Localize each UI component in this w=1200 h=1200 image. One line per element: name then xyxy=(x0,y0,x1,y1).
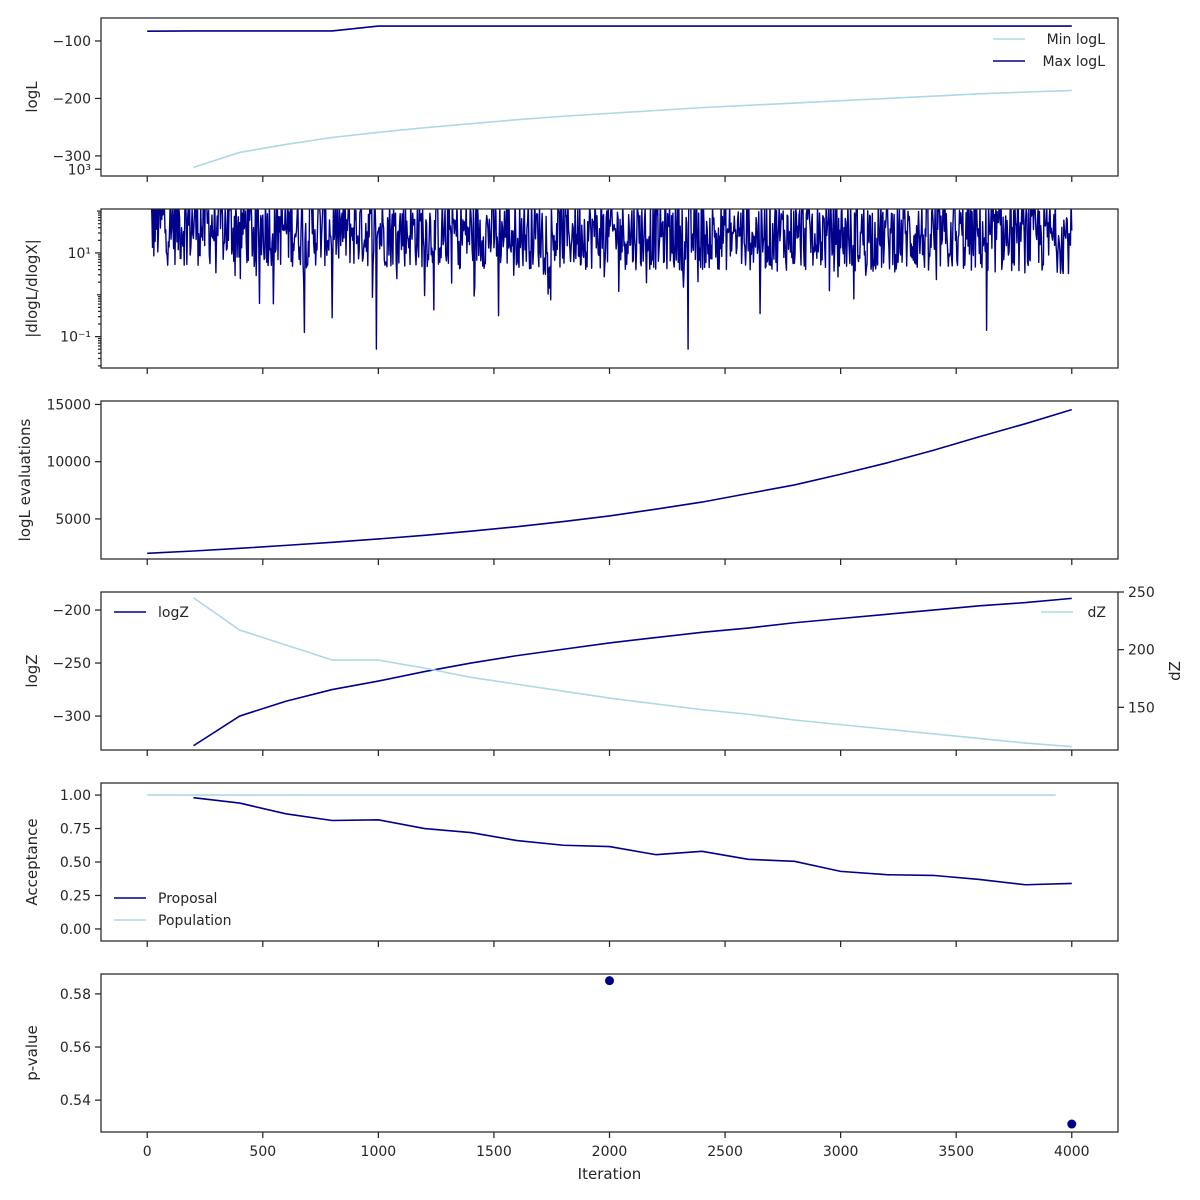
panel-1: −300 −200 −100 logL Min logL Max logL xyxy=(23,17,1119,182)
panel-6: 0 500 1000 1500 2000 2500 3000 3500 4000 0.54 0.56… xyxy=(23,973,1119,1183)
y-tick-label: −300 xyxy=(53,149,91,165)
y-right-tick-label: 200 xyxy=(1128,643,1155,659)
y-axis-title: |dlogL/dlogX| xyxy=(23,239,41,338)
legend-dz-label: dZ xyxy=(1088,605,1106,621)
y-tick-label: 10³ xyxy=(68,162,91,178)
x-tick-label-3000: 3000 xyxy=(823,1144,859,1160)
x-tick-label-1500: 1500 xyxy=(476,1144,512,1160)
y-tick-label: 10000 xyxy=(46,455,91,471)
x-tick-label-500: 500 xyxy=(249,1144,276,1160)
y-tick-label: −300 xyxy=(53,709,91,725)
x-tick-label-2000: 2000 xyxy=(592,1144,628,1160)
y-axis-title: p-value xyxy=(23,1025,41,1081)
x-tick-label-1000: 1000 xyxy=(361,1144,397,1160)
panel-4-frame xyxy=(100,591,1119,751)
y-tick-label: 0.75 xyxy=(60,822,91,838)
series-max-logl-line xyxy=(147,25,1072,33)
series-proposal-line xyxy=(193,796,1072,886)
y-right-tick-label: 250 xyxy=(1128,585,1155,601)
panel-5-plot xyxy=(147,794,1072,886)
panel-3-frame xyxy=(100,400,1119,560)
y-tick-label: −250 xyxy=(53,656,91,672)
y-tick-label: 0.00 xyxy=(60,922,91,938)
x-tick-label-0: 0 xyxy=(143,1144,152,1160)
y-tick-label: 0.50 xyxy=(60,855,91,871)
legend-proposal-label: Proposal xyxy=(158,891,217,907)
panel-6-frame xyxy=(100,973,1119,1133)
x-axis-title: Iteration xyxy=(578,1165,642,1183)
y-right-tick-label: 150 xyxy=(1128,700,1155,716)
y-tick-label: −200 xyxy=(53,603,91,619)
series-min-logl-line xyxy=(193,89,1072,169)
y-tick-label: 5000 xyxy=(55,512,91,528)
y-tick-label: −100 xyxy=(53,34,91,50)
x-tick-label-2500: 2500 xyxy=(707,1144,743,1160)
y-axis-title: logL xyxy=(23,81,41,113)
y-tick-label: 0.56 xyxy=(60,1040,91,1056)
y-tick-label: −200 xyxy=(53,91,91,107)
p-value-point-1 xyxy=(605,976,614,986)
panel-4: −300 −250 −200 150 200 250 dZ logZ logZ dZ xyxy=(23,585,1184,756)
y-tick-label: 1.00 xyxy=(60,788,91,804)
panel-2-plot xyxy=(150,209,1073,350)
y-tick-label: 0.54 xyxy=(60,1093,91,1109)
y-tick-label: 10⁻¹ xyxy=(60,330,91,346)
panel-3-plot xyxy=(147,408,1073,555)
series-logz-line xyxy=(193,597,1072,747)
y-tick-label: 10¹ xyxy=(68,246,91,262)
legend-max-logl-label: Max logL xyxy=(1042,54,1105,70)
series-3-0-line xyxy=(147,408,1073,555)
legend-logz-label: logZ xyxy=(158,605,189,621)
series-dlogl-dlogx-line xyxy=(150,209,1073,350)
panel-1-plot xyxy=(147,25,1072,169)
panel-4-plot xyxy=(192,597,1072,748)
panel-6-plot xyxy=(605,976,1077,1129)
panel-5: 0.00 0.25 0.50 0.75 1.00 Acceptance Proposal Po… xyxy=(23,782,1119,947)
legend-population-label: Population xyxy=(158,913,232,929)
y-tick-label: 0.25 xyxy=(60,888,91,904)
x-tick-label-4000: 4000 xyxy=(1054,1144,1090,1160)
p-value-point-2 xyxy=(1067,1119,1077,1129)
legend-min-logl-label: Min logL xyxy=(1047,32,1106,48)
panel-3: 5000 10000 15000 logL evaluations xyxy=(16,397,1119,565)
y-axis-title: logZ xyxy=(23,654,41,687)
y-tick-label: 15000 xyxy=(46,397,91,413)
y-axis-title-right: dZ xyxy=(1166,661,1184,681)
y-tick-label: 0.58 xyxy=(60,987,91,1003)
panel-1-frame xyxy=(100,17,1119,177)
panel-2: 10⁻¹ 10¹ 10³ |dlogL/dlogX| xyxy=(23,162,1119,374)
y-axis-title: logL evaluations xyxy=(16,418,34,541)
series-dz-line xyxy=(192,597,1072,748)
y-axis-title: Acceptance xyxy=(23,818,41,905)
x-tick-label-3500: 3500 xyxy=(938,1144,974,1160)
